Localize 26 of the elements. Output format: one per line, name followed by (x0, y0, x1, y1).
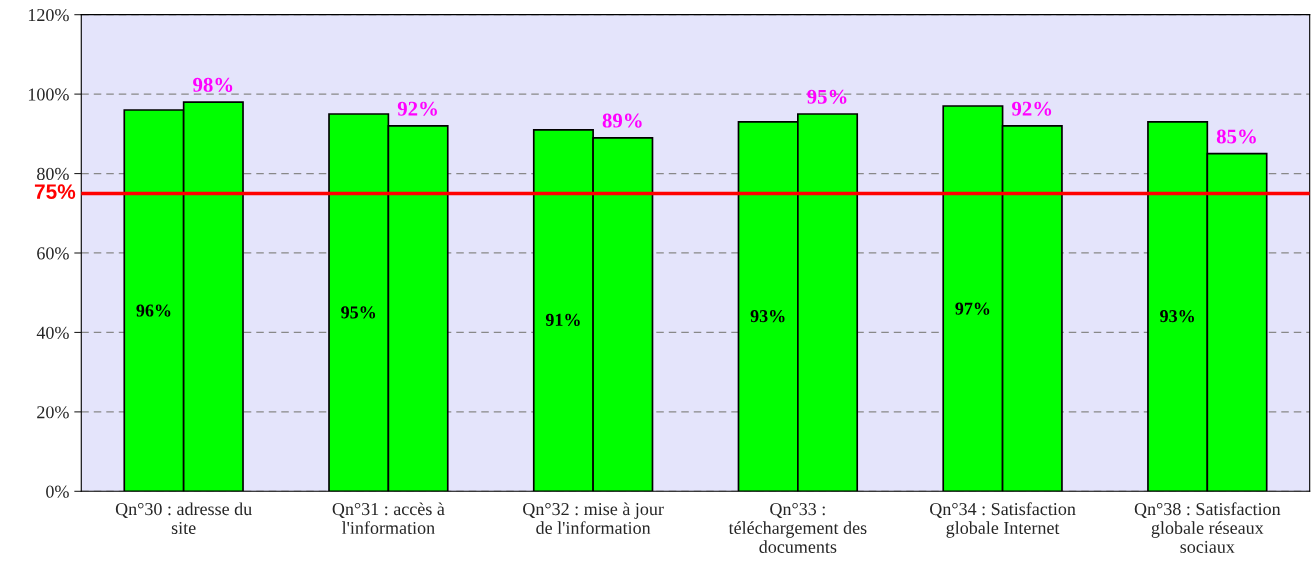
data-label: 85% (1216, 129, 1256, 144)
data-label: 93% (1160, 310, 1194, 323)
y-tick-label: 20% (37, 406, 69, 419)
x-tick-label: Qn°38 : Satisfaction globale réseaux sociaux (1134, 502, 1281, 553)
y-tick-label: 80% (37, 167, 69, 181)
y-tick-label: 100% (28, 88, 69, 101)
y-tick-label: 60% (37, 247, 69, 260)
data-label: 92% (1012, 101, 1052, 116)
data-label: 97% (955, 302, 990, 315)
x-tick-label: Qn°34 : Satisfaction globale Internet (930, 502, 1076, 538)
x-tick-label: Qn°30 : adresse du site (115, 502, 252, 535)
data-label: 96% (136, 304, 171, 317)
data-label: 92% (397, 101, 437, 116)
x-tick-label: Qn°33 : téléchargement des documents (728, 502, 867, 553)
data-label: 95% (807, 89, 847, 104)
x-tick-label: Qn°31 : accès à l'information (332, 502, 445, 535)
data-label: 95% (341, 306, 376, 319)
y-tick-label: 40% (36, 326, 69, 339)
data-label: 98% (193, 77, 233, 92)
ref-line-label: 75% (34, 184, 76, 200)
data-label: 91% (545, 313, 580, 327)
x-tick-label: Qn°32 : mise à jour de l'information (523, 502, 664, 535)
y-tick-label: 120% (28, 8, 69, 22)
data-label: 89% (602, 113, 642, 128)
data-label: 93% (750, 310, 785, 323)
y-tick-label: 0% (46, 485, 69, 498)
